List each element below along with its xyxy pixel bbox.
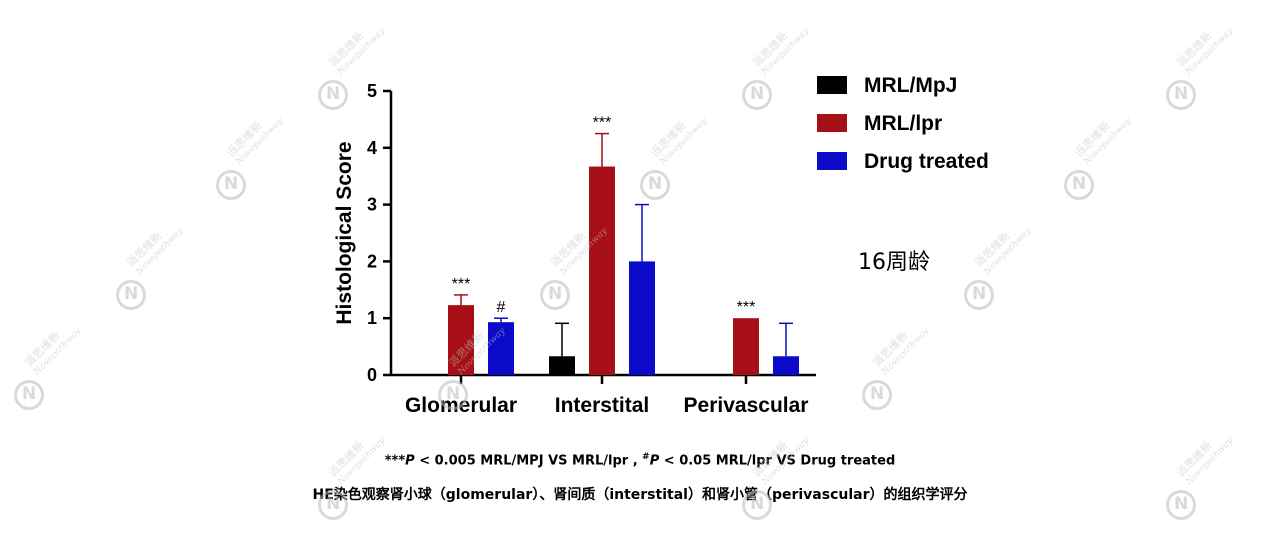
x-axis: Glomerular Interstital Perivascular bbox=[390, 373, 816, 417]
footnote-p1: P bbox=[405, 453, 415, 469]
y-tick-label: 0 bbox=[367, 365, 377, 385]
bar bbox=[488, 322, 514, 375]
y-tick-label: 1 bbox=[367, 308, 377, 328]
significance-label: *** bbox=[737, 299, 756, 316]
footnote-p2: P bbox=[649, 453, 660, 469]
significance-marks: *** # *** *** bbox=[452, 115, 756, 317]
significance-label: # bbox=[497, 299, 506, 316]
x-category-label: Interstital bbox=[555, 394, 650, 417]
bar bbox=[733, 318, 759, 375]
y-tick-label: 3 bbox=[367, 195, 377, 215]
legend-swatch bbox=[817, 114, 847, 132]
footnote-hash: # bbox=[642, 452, 650, 462]
bar bbox=[549, 356, 575, 375]
x-category-label: Perivascular bbox=[684, 394, 809, 417]
y-tick-label: 5 bbox=[367, 81, 377, 101]
footnote-p1-text: < 0.005 MRL/MPJ VS MRL/lpr , bbox=[414, 453, 643, 469]
bar bbox=[448, 305, 474, 375]
legend-label: MRL/MpJ bbox=[864, 74, 957, 97]
y-axis-label: Histological Score bbox=[333, 141, 356, 324]
bar bbox=[629, 261, 655, 375]
footnote-stars: *** bbox=[384, 453, 406, 469]
bars bbox=[448, 132, 799, 375]
statistics-footnote: ***P < 0.005 MRL/MPJ VS MRL/lpr , #P < 0… bbox=[0, 452, 1280, 468]
x-category-label: Glomerular bbox=[405, 394, 517, 417]
figure-caption: HE染色观察肾小球（glomerular）、肾间质（interstital）和肾… bbox=[312, 487, 968, 503]
bar bbox=[773, 356, 799, 375]
legend-label: MRL/lpr bbox=[864, 112, 942, 135]
significance-label: *** bbox=[452, 276, 471, 293]
legend-swatch bbox=[817, 152, 847, 170]
bar bbox=[589, 166, 615, 375]
y-tick-label: 4 bbox=[367, 138, 377, 158]
y-axis: 0 1 2 3 4 5 bbox=[367, 81, 393, 385]
significance-label: *** bbox=[593, 115, 612, 132]
bar-chart: 0 1 2 3 4 5 Glomerular Interstital Perivascular… bbox=[333, 74, 989, 417]
footnote-p2-text: < 0.05 MRL/lpr VS Drug treated bbox=[659, 453, 896, 469]
y-tick-label: 2 bbox=[367, 251, 377, 271]
legend-swatch bbox=[817, 76, 847, 94]
legend: MRL/MpJ MRL/lpr Drug treated bbox=[817, 74, 989, 173]
legend-label: Drug treated bbox=[864, 150, 989, 173]
age-label: 16周龄 bbox=[858, 250, 930, 275]
